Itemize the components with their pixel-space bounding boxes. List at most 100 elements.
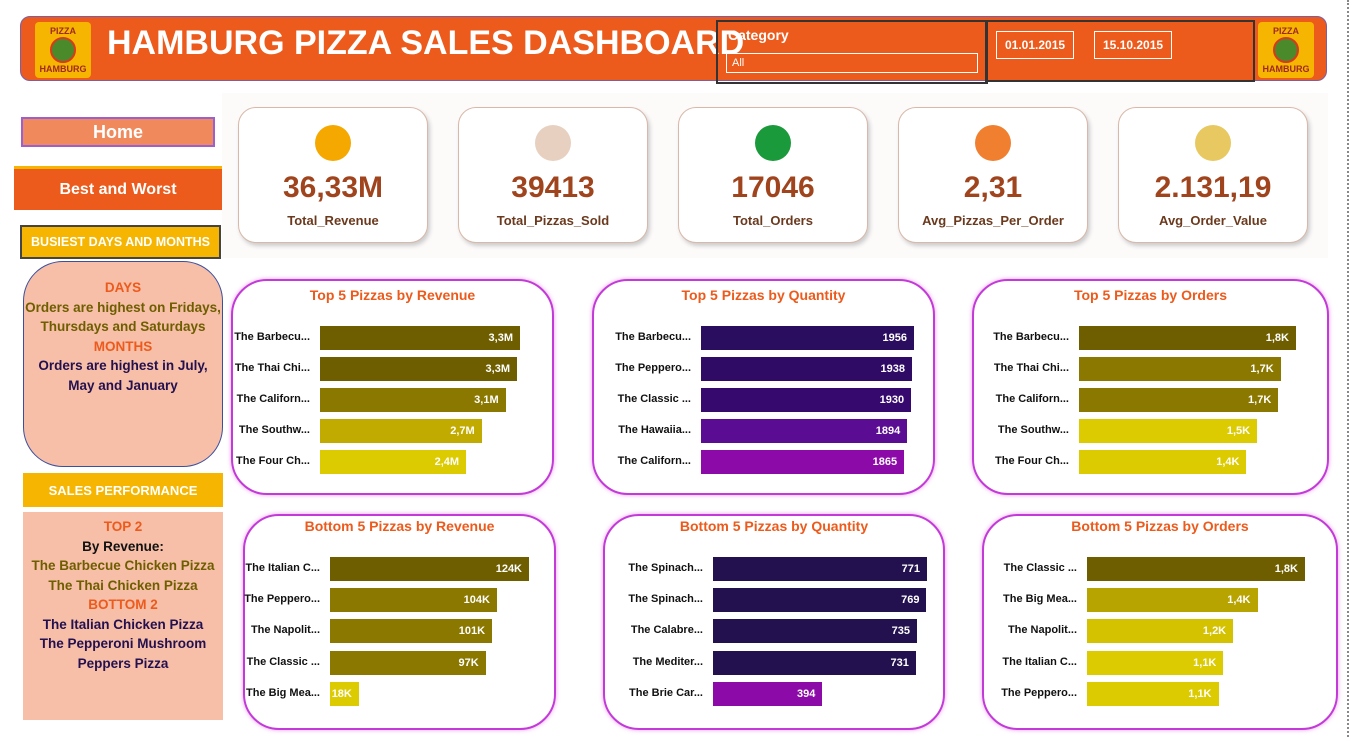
bar: 104K: [330, 588, 497, 613]
filter-label: Category: [728, 27, 789, 43]
value-label: 3,3M: [488, 332, 513, 344]
bar: 731: [713, 650, 916, 675]
value-label: 1894: [875, 425, 901, 437]
kpi-value: 36,33M: [282, 171, 384, 204]
best-worst-button[interactable]: Best and Worst: [14, 166, 222, 210]
value-label: 771: [901, 563, 920, 575]
kpi-value: 39413: [511, 171, 595, 204]
value-label: 124K: [495, 563, 522, 575]
bar: 1,4K: [1079, 450, 1247, 474]
category-label: The Barbecu...: [234, 331, 310, 343]
chart-title: Top 5 Pizzas by Orders: [1073, 287, 1227, 303]
bar: 124K: [330, 557, 529, 581]
value-label: 1956: [882, 332, 907, 344]
value-label: 1,1K: [1193, 656, 1217, 669]
category-label: The Southw...: [997, 424, 1069, 436]
category-label: The Southw...: [238, 424, 310, 436]
note-text: The Thai Chicken Pizza: [48, 577, 198, 593]
logo-text: HAMBURG: [39, 64, 87, 74]
value-label: 1,8K: [1265, 332, 1289, 344]
category-label: The Mediter...: [632, 655, 703, 668]
value-label: 1,4K: [1227, 594, 1251, 607]
bar: 1894: [701, 419, 908, 443]
category-label: The Hawaiia...: [618, 424, 691, 436]
kpi-card: 2,31 Avg_Pizzas_Per_Order: [898, 107, 1088, 243]
bar: 3,3M: [320, 326, 520, 350]
value-label: 1,1K: [1188, 687, 1212, 700]
note-heading: BOTTOM 2: [88, 597, 158, 612]
value-label: 1930: [879, 394, 905, 406]
value-label: 1,5K: [1226, 425, 1251, 437]
bar: 1,7K: [1079, 357, 1281, 381]
value-label: 394: [796, 687, 816, 700]
chart-card: Top 5 Pizzas by Revenue The Barbecu... 3,3…: [231, 279, 554, 495]
dashboard-title: HAMBURG PIZZA SALES DASHBOARD: [107, 24, 745, 62]
bar: 3,1M: [320, 388, 506, 412]
category-label: The Barbecu...: [993, 331, 1069, 343]
logo: PIZZA HAMBURG: [35, 22, 91, 78]
page-edge: [1347, 0, 1349, 737]
note-text: The Italian Chicken Pizza: [42, 616, 204, 632]
bar: 1938: [701, 357, 913, 381]
value-label: 101K: [458, 625, 486, 638]
value-label: 769: [901, 594, 920, 607]
value-label: 1938: [880, 363, 906, 375]
category-label: The Thai Chi...: [234, 362, 310, 374]
chart-card: Top 5 Pizzas by Quantity The Barbecu... 19…: [592, 279, 935, 495]
filter-dropdown[interactable]: All: [726, 53, 978, 73]
busiest-note: DAYS Orders are highest on Fridays, Thur…: [23, 261, 223, 467]
logo-text: PIZZA: [50, 26, 76, 36]
category-label: The Napolit...: [250, 624, 320, 637]
category-label: The Four Ch...: [995, 455, 1069, 467]
kpi-value: 2,31: [963, 171, 1023, 204]
bar: 1,4K: [1087, 588, 1258, 613]
bar: 1,8K: [1087, 557, 1305, 581]
category-label: The Californ...: [236, 393, 310, 405]
bar: 735: [713, 619, 917, 644]
bar: 2,4M: [320, 450, 467, 474]
section-label: SALES PERFORMANCE: [23, 473, 223, 507]
section-label: BUSIEST DAYS AND MONTHS: [20, 225, 221, 259]
bar: 1930: [701, 388, 912, 412]
category-label: The Peppero...: [244, 593, 320, 606]
category-label: The Italian C...: [1002, 655, 1077, 668]
logo: PIZZA HAMBURG: [1258, 22, 1314, 78]
kpi-label: Total_Revenue: [287, 213, 379, 228]
note-text: Orders are highest on Fridays, Thursdays…: [25, 299, 221, 335]
note-text: The Barbecue Chicken Pizza: [31, 558, 215, 573]
kpi-card: 2.131,19 Avg_Order_Value: [1118, 107, 1308, 243]
kpi-label: Total_Orders: [733, 213, 813, 228]
chart-title: Top 5 Pizzas by Revenue: [309, 287, 476, 303]
value-label: 1,7K: [1250, 363, 1274, 375]
note-text: Orders are highest in July, May and Janu…: [38, 358, 208, 393]
performance-note: TOP 2 By Revenue: The Barbecue Chicken P…: [23, 512, 223, 720]
chart-card: Bottom 5 Pizzas by Orders The Classic ...…: [982, 514, 1338, 730]
category-filter[interactable]: Category All: [716, 20, 988, 84]
home-button[interactable]: Home: [21, 117, 215, 147]
value-label: 3,3M: [485, 363, 510, 375]
chart-title: Bottom 5 Pizzas by Quantity: [679, 518, 869, 534]
logo-text: PIZZA: [1273, 26, 1299, 36]
bar: 769: [713, 588, 927, 613]
date-to[interactable]: 15.10.2015: [1094, 31, 1173, 59]
bar: 3,3M: [320, 357, 517, 381]
kpi-icon: [1195, 125, 1231, 161]
note-heading: MONTHS: [93, 338, 153, 354]
bar: 1,1K: [1087, 681, 1219, 706]
kpi-value: 17046: [731, 171, 815, 204]
chart-card: Bottom 5 Pizzas by Quantity The Spinach..…: [603, 514, 945, 730]
kpi-icon: [535, 125, 571, 161]
value-label: 97K: [458, 656, 479, 669]
category-label: The Brie Car...: [629, 686, 703, 699]
date-from[interactable]: 01.01.2015: [996, 31, 1075, 59]
bar: 1,8K: [1079, 326, 1296, 350]
bar: 1,7K: [1079, 388, 1279, 412]
value-label: 1,8K: [1274, 563, 1298, 575]
note-text: By Revenue:: [82, 538, 164, 554]
category-label: The Californ...: [995, 393, 1069, 405]
value-label: 731: [890, 656, 909, 669]
date-filter: [985, 20, 1255, 82]
kpi-label: Total_Pizzas_Sold: [496, 213, 610, 228]
note-heading: TOP 2: [103, 519, 143, 534]
